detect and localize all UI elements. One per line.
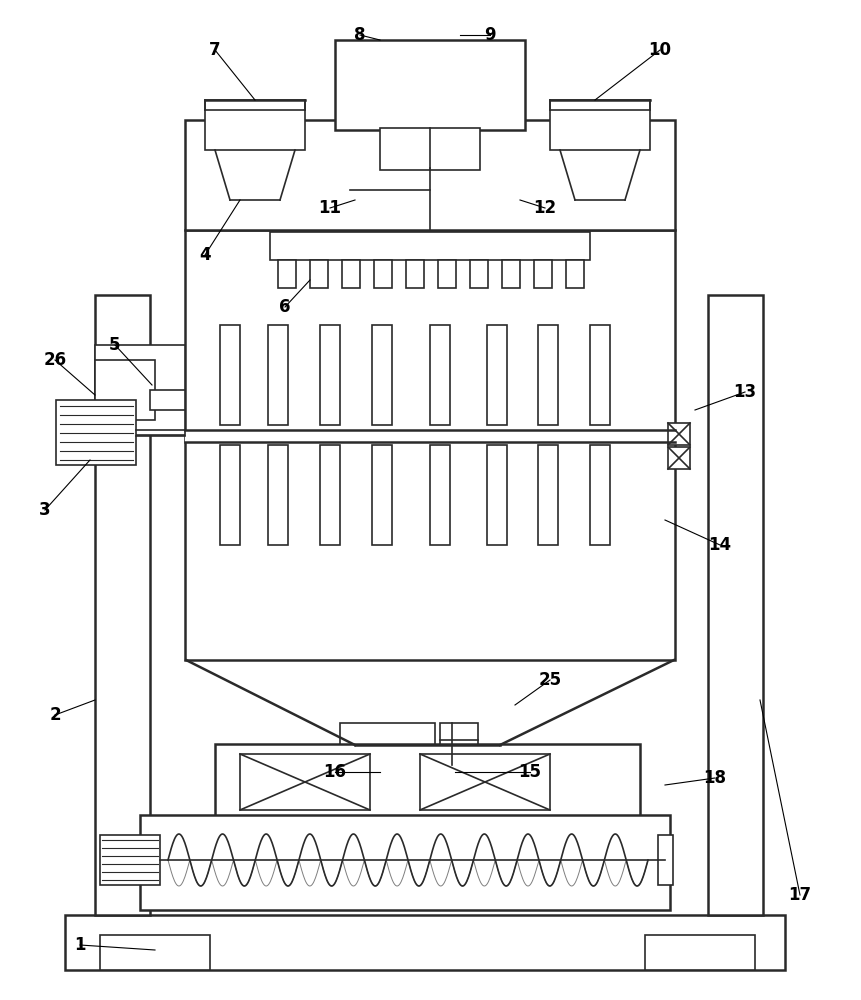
Bar <box>185 230 675 660</box>
Text: 3: 3 <box>40 501 51 519</box>
Bar <box>380 128 480 170</box>
Bar <box>56 400 136 465</box>
Bar <box>240 754 370 810</box>
Text: 13: 13 <box>734 383 757 401</box>
Text: 1: 1 <box>74 936 86 954</box>
Bar <box>278 260 296 288</box>
Bar <box>668 423 690 445</box>
Bar <box>220 325 240 425</box>
Bar <box>372 325 392 425</box>
Text: 25: 25 <box>538 671 561 689</box>
Bar <box>335 40 525 130</box>
Bar <box>470 260 488 288</box>
Bar <box>342 260 360 288</box>
Text: 12: 12 <box>534 199 556 217</box>
Bar <box>430 325 450 425</box>
Bar <box>440 723 478 765</box>
Bar <box>538 325 558 425</box>
Bar <box>430 445 450 545</box>
Bar <box>668 447 690 469</box>
Bar <box>65 915 785 970</box>
Bar <box>590 445 610 545</box>
Bar <box>100 835 160 885</box>
Bar <box>372 445 392 545</box>
Text: 4: 4 <box>199 246 211 264</box>
Bar <box>566 260 584 288</box>
Text: 14: 14 <box>709 536 732 554</box>
Text: 10: 10 <box>648 41 672 59</box>
Bar <box>487 445 507 545</box>
Bar <box>220 445 240 545</box>
Bar <box>502 260 520 288</box>
Bar <box>185 120 675 230</box>
Bar <box>438 260 456 288</box>
Text: 16: 16 <box>324 763 346 781</box>
Bar <box>95 345 185 435</box>
Bar <box>185 430 675 442</box>
Text: 15: 15 <box>518 763 542 781</box>
Bar <box>658 835 673 885</box>
Bar <box>406 260 424 288</box>
Text: 9: 9 <box>484 26 496 44</box>
Text: 17: 17 <box>789 886 812 904</box>
Bar <box>205 100 305 150</box>
Bar <box>487 325 507 425</box>
Bar <box>270 232 590 260</box>
Text: 8: 8 <box>354 26 366 44</box>
Bar <box>310 260 328 288</box>
Bar <box>320 445 340 545</box>
Bar <box>268 325 288 425</box>
Bar <box>268 445 288 545</box>
Text: 6: 6 <box>279 298 291 316</box>
Bar <box>320 325 340 425</box>
Bar <box>95 360 155 420</box>
Text: 26: 26 <box>43 351 66 369</box>
Bar <box>100 935 210 970</box>
Text: 18: 18 <box>703 769 727 787</box>
Bar <box>374 260 392 288</box>
Text: 11: 11 <box>319 199 342 217</box>
Bar <box>95 295 150 915</box>
Bar <box>140 815 670 910</box>
Text: 2: 2 <box>49 706 61 724</box>
Bar <box>590 325 610 425</box>
Bar <box>708 295 763 915</box>
Bar <box>420 754 550 810</box>
Bar <box>215 744 640 820</box>
Text: 7: 7 <box>209 41 220 59</box>
Bar <box>645 935 755 970</box>
Bar <box>534 260 552 288</box>
Bar <box>538 445 558 545</box>
Text: 5: 5 <box>109 336 121 354</box>
Bar <box>550 100 650 150</box>
Bar <box>340 723 435 765</box>
Bar <box>150 390 185 410</box>
